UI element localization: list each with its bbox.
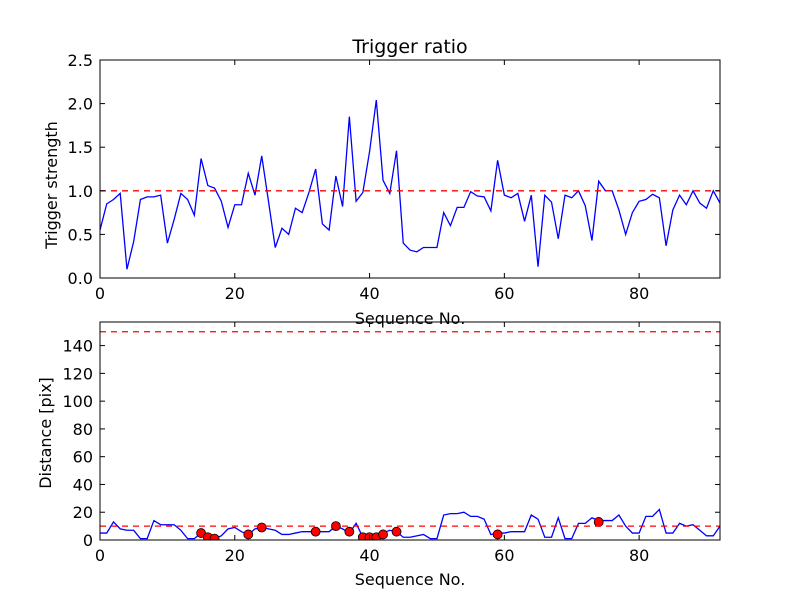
y-tick-label: 0.0 (68, 269, 93, 288)
y-tick-label: 0 (83, 531, 93, 550)
x-tick-label: 60 (494, 546, 514, 565)
x-tick-label: 60 (494, 284, 514, 303)
x-axis-label: Sequence No. (355, 309, 466, 328)
trigger-point (310, 526, 321, 537)
y-tick-label: 80 (73, 420, 93, 439)
y-tick-label: 100 (62, 392, 93, 411)
x-tick-label: 20 (225, 284, 245, 303)
trigger-point (492, 529, 503, 540)
trigger-point (344, 526, 355, 537)
x-tick-label: 80 (629, 284, 649, 303)
trigger-point (209, 533, 220, 540)
axes-frame (99, 321, 721, 541)
axes-frame (99, 59, 721, 279)
y-axis-label: Trigger strength (42, 121, 61, 250)
x-tick-label: 40 (359, 284, 379, 303)
distance-chart: Sequence No. Distance [pix] 0 20 40 60 80 0 20… (36, 321, 721, 589)
y-tick-label: 140 (62, 337, 93, 356)
x-tick-label: 0 (95, 546, 105, 565)
y-axis-label: Distance [pix] (36, 377, 55, 489)
chart-title: Trigger ratio (351, 36, 467, 58)
plot-area (100, 331, 720, 540)
x-tick-label: 80 (629, 546, 649, 565)
plot-area (100, 100, 720, 270)
x-tick-label: 20 (225, 546, 245, 565)
x-tick-label: 40 (359, 546, 379, 565)
y-tick-label: 2.5 (68, 51, 93, 70)
trigger-point (593, 517, 604, 527)
y-tick-label: 1.0 (68, 182, 93, 201)
y-tick-label: 120 (62, 364, 93, 383)
x-axis-label: Sequence No. (355, 570, 466, 589)
y-tick-label: 60 (73, 448, 93, 467)
y-tick-label: 1.5 (68, 138, 93, 157)
y-tick-label: 20 (73, 503, 93, 522)
y-tick-label: 0.5 (68, 225, 93, 244)
trigger-point (378, 529, 388, 540)
trigger-point (243, 529, 254, 540)
x-tick-label: 0 (95, 284, 105, 303)
series-line (100, 100, 720, 270)
trigger-point (256, 522, 267, 533)
y-tick-label: 2.0 (68, 95, 93, 114)
trigger-ratio-chart: Trigger ratio Sequence No. Trigger stren… (42, 36, 721, 328)
trigger-point (391, 526, 402, 537)
y-tick-label: 40 (73, 475, 93, 494)
